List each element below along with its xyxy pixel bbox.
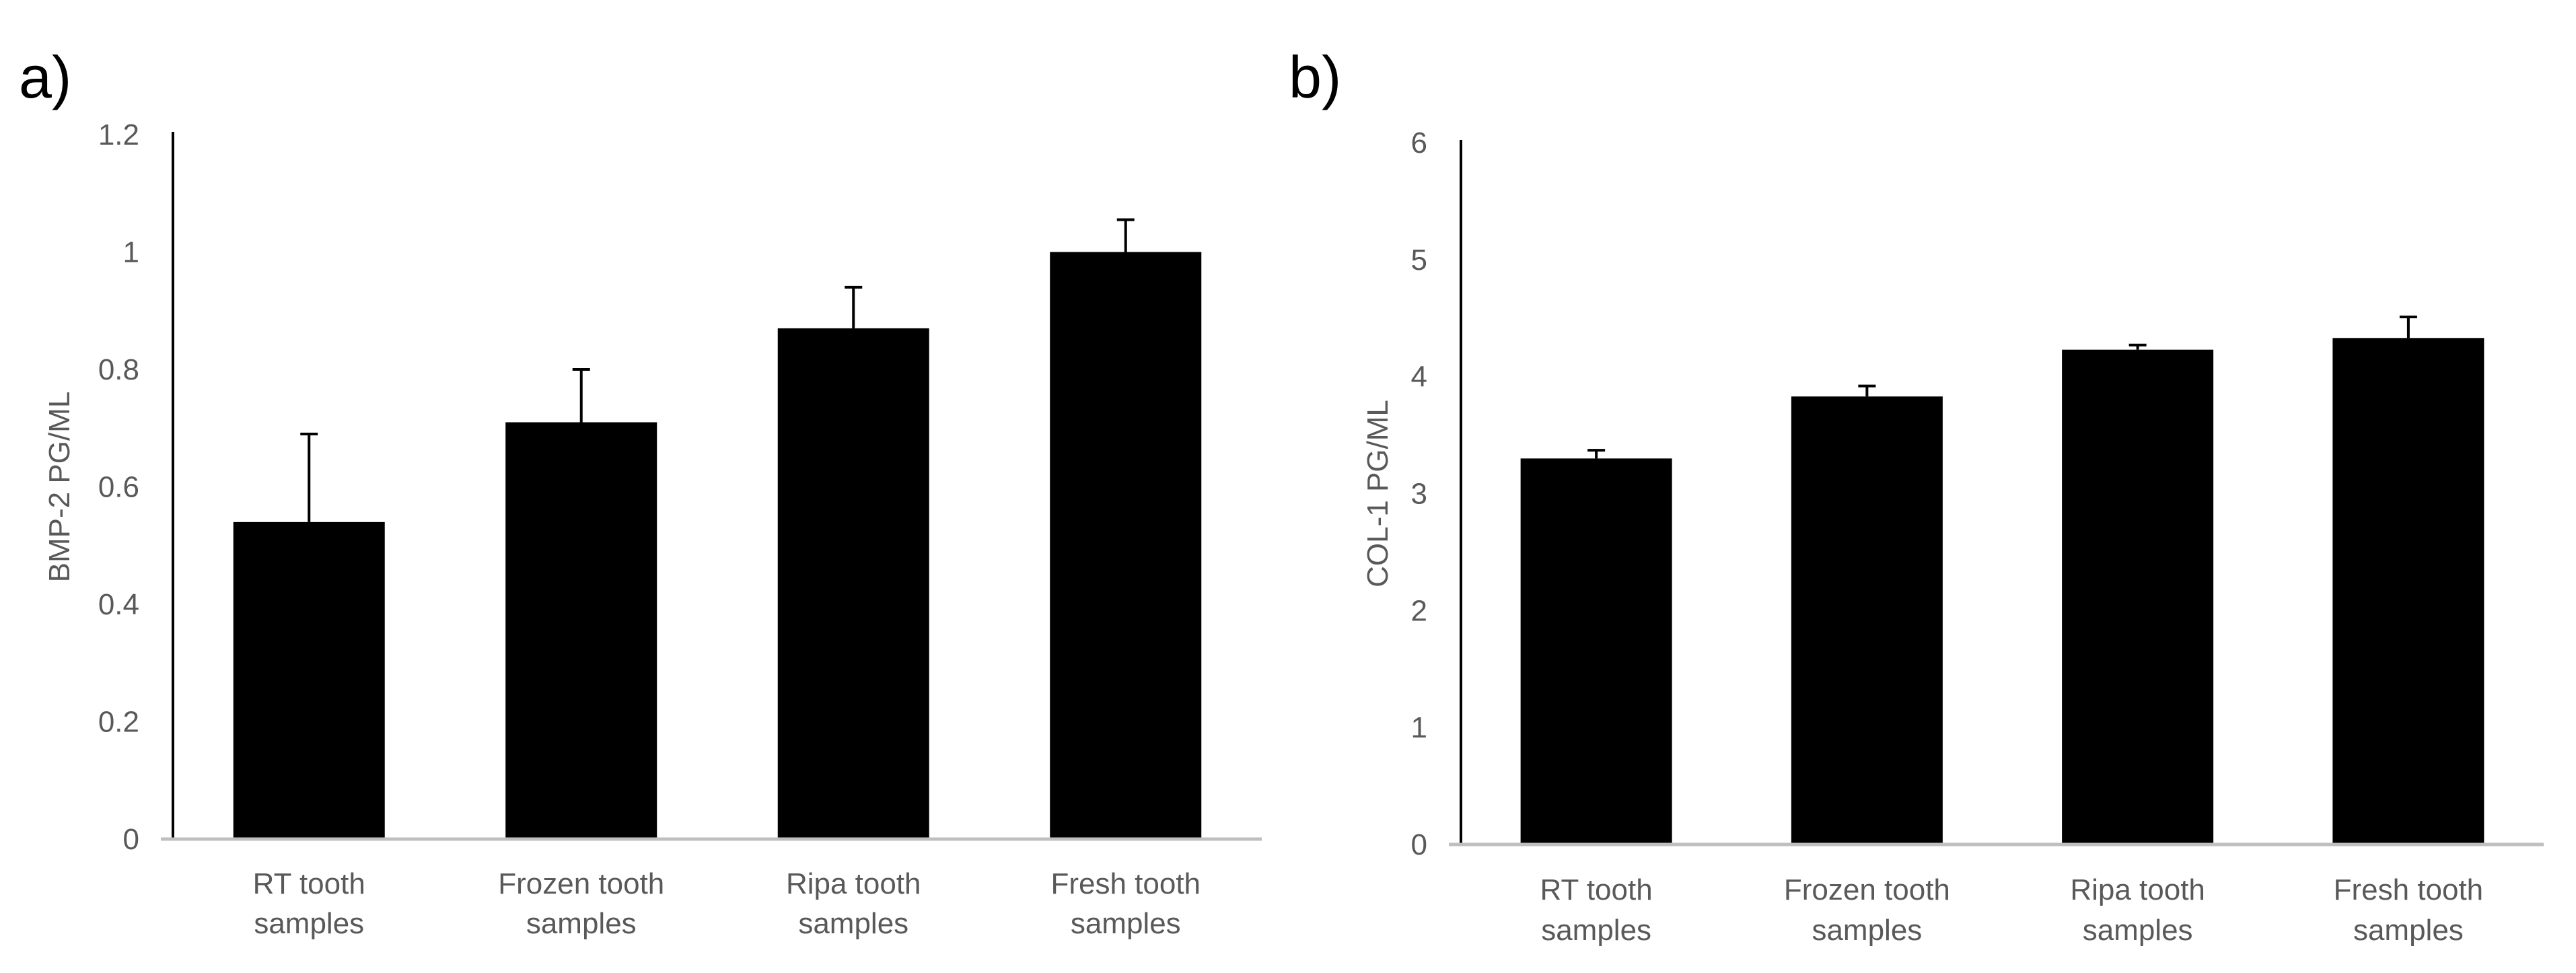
bar bbox=[1791, 396, 1943, 844]
x-tick-label: RT tooth samples bbox=[253, 867, 365, 940]
y-tick-label: 2 bbox=[1411, 594, 1427, 627]
y-tick-label: 3 bbox=[1411, 478, 1427, 511]
y-tick-label: 6 bbox=[1411, 127, 1427, 159]
x-tick-label: RT tooth samples bbox=[1540, 873, 1653, 947]
x-tick-label-line: samples bbox=[1812, 914, 1922, 947]
y-tick-label: 0 bbox=[123, 823, 139, 856]
y-tick-label: 0.6 bbox=[98, 471, 139, 504]
bar bbox=[1050, 252, 1202, 839]
x-tick-label-line: RT tooth bbox=[1540, 873, 1653, 906]
x-tick-label-line: Frozen tooth bbox=[498, 867, 664, 900]
y-tick-label: 5 bbox=[1411, 244, 1427, 277]
y-tick-label: 0.2 bbox=[98, 706, 139, 739]
x-tick-label-line: samples bbox=[1541, 914, 1651, 947]
y-tick-label: 1.2 bbox=[98, 118, 139, 151]
chart-panel-a: a) 0 0.2 0.4 0.6 0.8 1 1.2 BMP-2 PG/ML RT tooth sa… bbox=[19, 44, 1262, 940]
y-tick-label: 0.4 bbox=[98, 588, 139, 621]
x-tick-label: Fresh tooth samples bbox=[1050, 867, 1201, 940]
x-tick-label-line: RT tooth bbox=[253, 867, 365, 900]
x-tick-label-line: samples bbox=[1071, 907, 1181, 940]
x-tick-label-line: samples bbox=[526, 907, 637, 940]
x-tick-label-line: Ripa tooth bbox=[786, 867, 921, 900]
y-tick-label: 1 bbox=[1411, 711, 1427, 744]
x-tick-label-line: Fresh tooth bbox=[1050, 867, 1201, 900]
bar bbox=[1520, 458, 1672, 844]
y-tick-label: 4 bbox=[1411, 361, 1427, 394]
x-tick-label-line: samples bbox=[2083, 914, 2193, 947]
x-tick-label: Ripa tooth samples bbox=[2070, 873, 2205, 947]
x-tick-label: Frozen tooth samples bbox=[498, 867, 664, 940]
x-tick-label-line: samples bbox=[798, 907, 908, 940]
x-tick-label-line: Frozen tooth bbox=[1784, 873, 1950, 906]
x-tick-label: Ripa tooth samples bbox=[786, 867, 921, 940]
y-tick-label: 1 bbox=[123, 236, 139, 269]
bar bbox=[505, 422, 657, 839]
x-tick-label-line: Ripa tooth bbox=[2070, 873, 2205, 906]
bar bbox=[233, 521, 385, 839]
x-tick-label-line: Fresh tooth bbox=[2334, 873, 2484, 906]
bar bbox=[2062, 349, 2214, 844]
y-tick-label: 0 bbox=[1411, 828, 1427, 861]
bar bbox=[777, 328, 929, 839]
y-axis-label: BMP-2 PG/ML bbox=[43, 392, 76, 583]
x-tick-label-line: samples bbox=[254, 907, 364, 940]
panel-label: b) bbox=[1289, 44, 1341, 110]
x-tick-label-line: samples bbox=[2353, 914, 2464, 947]
y-tick-label: 0.8 bbox=[98, 353, 139, 386]
bar bbox=[2332, 338, 2484, 845]
x-tick-label: Fresh tooth samples bbox=[2334, 873, 2484, 947]
x-tick-label: Frozen tooth samples bbox=[1784, 873, 1950, 947]
y-axis-label: COL-1 PG/ML bbox=[1361, 400, 1394, 587]
panel-label: a) bbox=[19, 44, 71, 110]
